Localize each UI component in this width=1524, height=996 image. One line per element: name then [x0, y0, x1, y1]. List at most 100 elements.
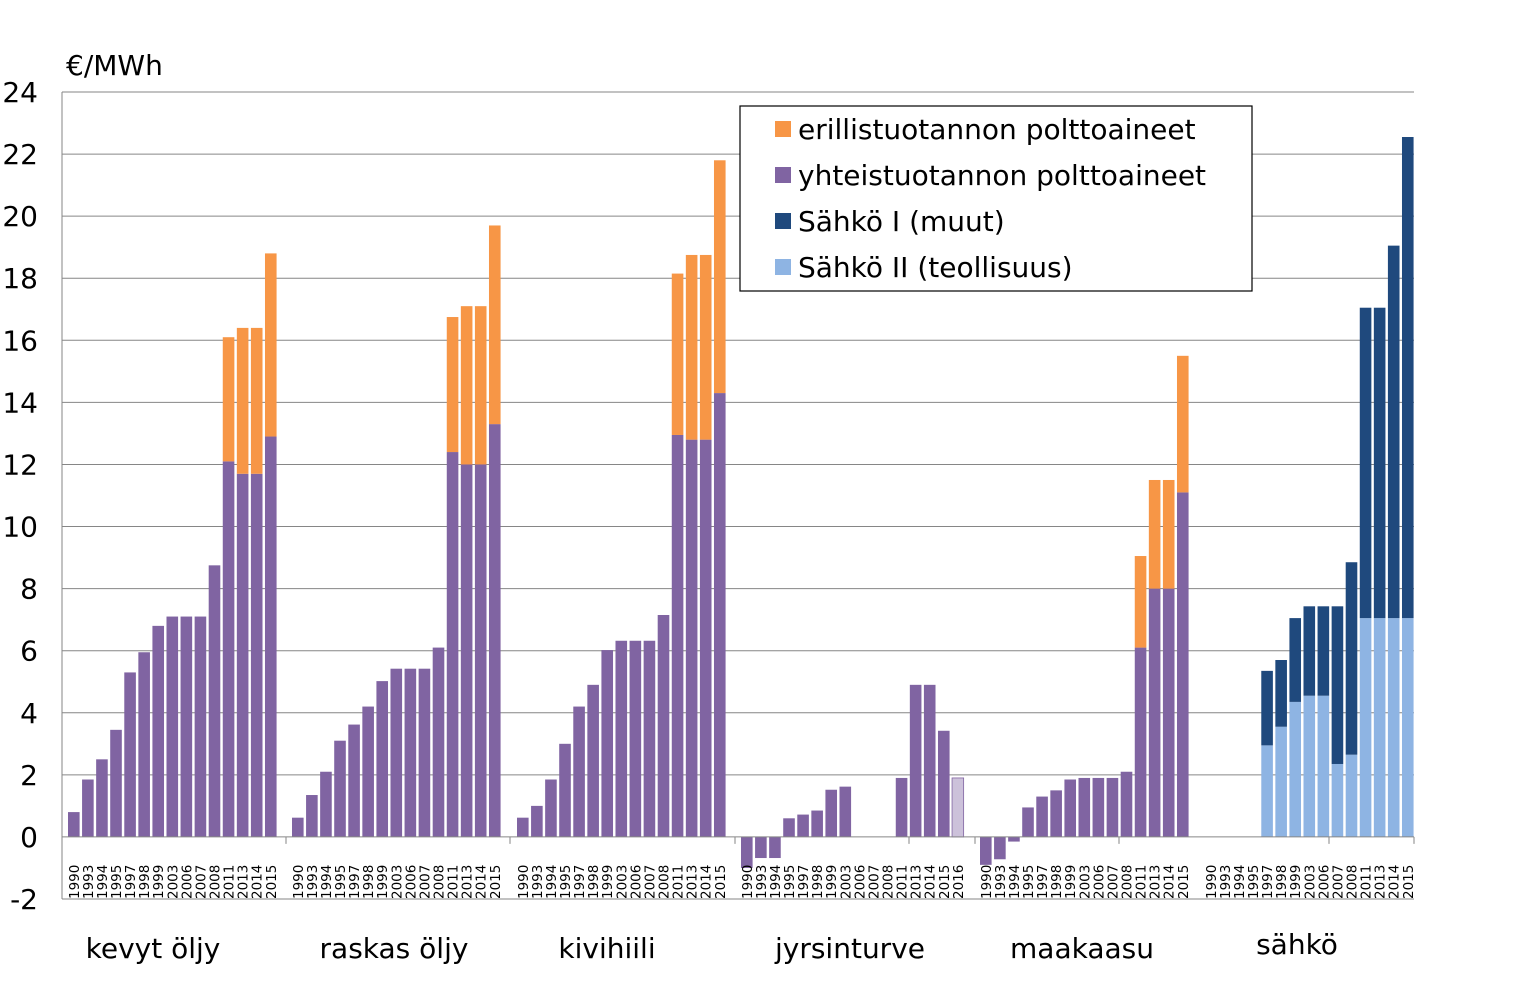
- legend-swatch: [775, 121, 791, 137]
- bar-segment-yht: [1078, 777, 1091, 837]
- x-tick-label: 2008: [208, 865, 224, 899]
- bar-segment-yht: [488, 424, 501, 837]
- x-tick-label: 2006: [852, 865, 868, 899]
- y-tick-label: 10: [2, 511, 38, 544]
- x-tick-label: 2011: [446, 865, 462, 899]
- x-tick-label: 2014: [1387, 865, 1403, 899]
- bar-segment-erill: [488, 225, 501, 425]
- bar-segment-yht: [320, 771, 332, 837]
- bar-segment-erill: [1162, 479, 1175, 589]
- bar-segment-yht: [825, 789, 838, 837]
- y-tick-label: 18: [2, 262, 38, 295]
- bar-segment-yht: [909, 684, 922, 837]
- x-tick-label: 2007: [642, 865, 658, 899]
- x-tick-label: 1995: [782, 865, 798, 899]
- bar-segment-yht: [376, 681, 389, 837]
- bar-segment-yht: [1036, 796, 1048, 837]
- x-tick-label: 2006: [628, 865, 644, 899]
- x-tick-label: 2007: [1105, 865, 1121, 899]
- x-tick-label: 2003: [389, 865, 405, 899]
- x-tick-label: 1990: [516, 865, 532, 899]
- group-label: jyrsinturve: [774, 932, 925, 965]
- x-tick-label: 2011: [895, 865, 911, 899]
- x-tick-label: 1997: [347, 865, 363, 899]
- x-tick-label: 2007: [866, 865, 882, 899]
- legend-swatch: [775, 167, 791, 183]
- bar-segment-yht: [587, 684, 599, 837]
- x-tick-label: 2008: [432, 865, 448, 899]
- bar-segment-yht: [643, 640, 656, 837]
- axes: [61, 92, 1415, 899]
- x-tick-label: 1998: [810, 865, 826, 899]
- bar-segment-yht: [1050, 790, 1062, 837]
- x-tick-label: 1995: [1246, 865, 1262, 899]
- bar-segment-s1: [1387, 245, 1400, 619]
- bar-segment-yht: [362, 706, 374, 837]
- bar-segment-yht: [152, 625, 165, 837]
- y-tick-label: 4: [20, 697, 38, 730]
- x-tick-label: 1994: [95, 865, 111, 899]
- x-tick-label: 2015: [1401, 865, 1417, 899]
- x-tick-label: 2015: [937, 865, 953, 899]
- y-tick-label: -2: [10, 883, 38, 916]
- group-labels: kevyt öljy raskas öljy kivihiili jyrsinturv…: [86, 928, 1338, 965]
- bar-segment-yht: [1008, 836, 1020, 842]
- bar-segment-yht: [573, 706, 585, 837]
- x-tick-label: 1990: [979, 865, 995, 899]
- bar-segment-yht: [390, 668, 403, 837]
- bar-segment-yht: [1176, 492, 1189, 837]
- bar-segment-erill: [250, 327, 263, 474]
- bar-segment-yht: [797, 814, 809, 837]
- x-tick-label: 2013: [460, 865, 476, 899]
- x-tick-label: 2014: [923, 865, 939, 899]
- x-tick-label: 1995: [333, 865, 349, 899]
- x-tick-label: 2011: [1134, 865, 1150, 899]
- bar-segment-yht: [615, 640, 628, 837]
- group-label: sähkö: [1256, 928, 1338, 961]
- x-tick-label: 1990: [291, 865, 307, 899]
- bar-segment-erill: [264, 253, 277, 437]
- y-tick-label: 20: [2, 200, 38, 233]
- x-tick-label: 1998: [1049, 865, 1065, 899]
- bar-segment-yht: [994, 836, 1006, 860]
- x-tick-label: 1999: [151, 865, 167, 899]
- bars: [68, 137, 1414, 868]
- bar-segment-yht: [559, 743, 571, 837]
- bar-segment-yht: [769, 836, 781, 859]
- x-tick-label: 1994: [544, 865, 560, 899]
- bar-segment-yht: [1148, 588, 1161, 837]
- x-tick-label: 2011: [222, 865, 238, 899]
- x-tick-label: 1997: [123, 865, 139, 899]
- x-tick-label: 2006: [1091, 865, 1107, 899]
- bar-segment-yht: [531, 805, 543, 837]
- x-tick-label: 2013: [236, 865, 252, 899]
- x-tick-label: 1999: [1288, 865, 1304, 899]
- bar-segment-yht: [545, 779, 557, 837]
- bar-segment-yht: [741, 836, 753, 868]
- bar-segment-yht: [250, 473, 263, 837]
- bar-segment-erill: [1176, 355, 1189, 493]
- x-tick-label: 1993: [305, 865, 321, 899]
- x-tick-label: 2014: [250, 865, 266, 899]
- y-unit-label: €/MWh: [66, 49, 163, 82]
- bar-segment-yht: [236, 473, 249, 837]
- x-tick-label: 2003: [165, 865, 181, 899]
- bar-segment-s1: [1345, 562, 1358, 755]
- bar-segment-yht: [334, 740, 346, 837]
- x-tick-label: 1993: [530, 865, 546, 899]
- x-tick-label: 2011: [671, 865, 687, 899]
- bar-segment-s2: [1303, 695, 1316, 837]
- x-tick-label: 1997: [1035, 865, 1051, 899]
- bar-segment-erill: [699, 254, 712, 440]
- bar-segment-yht: [110, 729, 122, 837]
- group-label: kevyt öljy: [86, 932, 221, 965]
- x-tick-label: 1990: [67, 865, 83, 899]
- x-tick-label: 1999: [1063, 865, 1079, 899]
- bar-segment-yht: [474, 464, 487, 837]
- bar-segment-yht: [601, 650, 614, 837]
- bar-segment-s1: [1359, 307, 1372, 619]
- bar-segment-yht: [68, 812, 80, 837]
- x-tick-label: 1999: [375, 865, 391, 899]
- bar-segment-yht: [685, 439, 698, 837]
